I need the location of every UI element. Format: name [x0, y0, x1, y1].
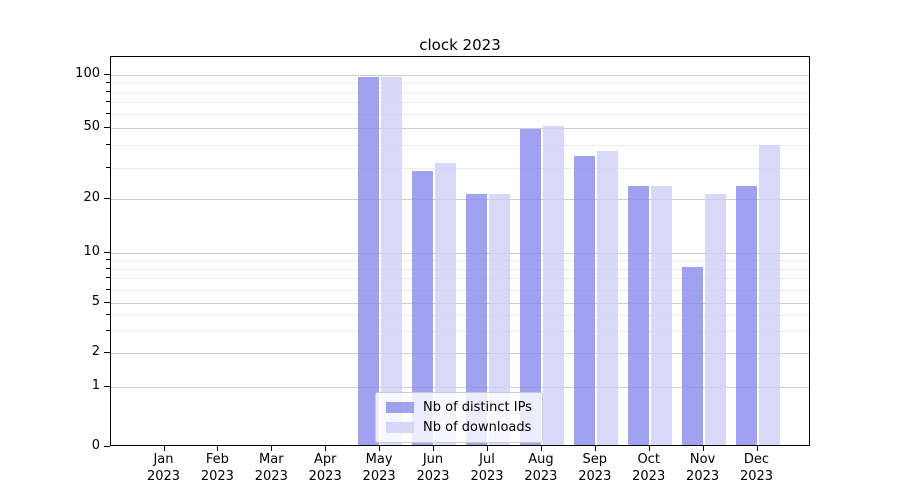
y-minor-tick-mark [106, 166, 110, 168]
x-tick-label: Feb 2023 [200, 452, 234, 484]
y-tick-label: 5 [91, 293, 100, 309]
y-tick-label: 10 [83, 243, 100, 259]
minor-gridline [111, 167, 809, 169]
legend-swatch-distinct-ips-icon [386, 402, 414, 413]
bar-distinct-ips-jun [412, 171, 433, 445]
legend: Nb of distinct IPs Nb of downloads [375, 392, 543, 443]
x-tick-label: Dec 2023 [739, 452, 774, 484]
x-tick-label: Nov 2023 [686, 452, 720, 484]
bar-downloads-oct [650, 186, 672, 445]
y-minor-tick-mark [106, 329, 110, 331]
legend-swatch-downloads-icon [386, 422, 414, 433]
major-gridline [111, 252, 809, 254]
y-tick-label: 20 [83, 190, 100, 206]
major-gridline [111, 353, 809, 354]
y-minor-tick-mark [106, 90, 110, 92]
y-tick-mark [104, 73, 110, 75]
bar-downloads-nov [704, 193, 726, 445]
bar-downloads-jul [489, 193, 510, 445]
bar-downloads-jun [435, 163, 456, 445]
y-minor-tick-mark [106, 259, 110, 261]
bar-distinct-ips-dec [735, 186, 757, 445]
minor-gridline [111, 278, 809, 280]
y-minor-tick-mark [106, 288, 110, 290]
x-tick-label: Mar 2023 [254, 452, 288, 484]
y-minor-tick-mark [106, 314, 110, 315]
x-tick-mark [756, 446, 758, 451]
minor-gridline [111, 145, 809, 147]
major-gridline [111, 199, 809, 201]
y-tick-mark [104, 352, 110, 353]
x-tick-mark [271, 446, 273, 451]
legend-label-downloads: Nb of downloads [423, 420, 532, 435]
plot-area: Nb of distinct IPs Nb of downloads [110, 56, 810, 446]
bar-downloads-aug [542, 125, 564, 445]
bar-distinct-ips-sep [573, 155, 595, 445]
x-tick-label: Sep 2023 [578, 452, 612, 484]
x-tick-mark [540, 446, 542, 451]
y-tick-mark [104, 386, 110, 387]
y-tick-mark [104, 251, 110, 253]
bar-distinct-ips-may [358, 77, 380, 445]
minor-gridline [111, 289, 809, 291]
bar-downloads-may [381, 77, 403, 445]
major-gridline [111, 74, 809, 76]
legend-label-distinct-ips: Nb of distinct IPs [423, 400, 532, 415]
x-tick-mark [217, 446, 219, 451]
minor-gridline [111, 268, 809, 270]
y-minor-tick-mark [106, 267, 110, 269]
x-tick-mark [433, 446, 434, 451]
y-minor-tick-mark [106, 100, 110, 102]
minor-gridline [111, 91, 809, 93]
y-tick-mark [104, 446, 110, 447]
y-minor-tick-mark [106, 144, 110, 146]
y-tick-label: 1 [91, 378, 100, 393]
bar-downloads-sep [596, 151, 618, 445]
minor-gridline [111, 315, 809, 316]
y-tick-mark [104, 301, 110, 303]
x-tick-mark [163, 446, 165, 451]
y-tick-label: 2 [91, 344, 100, 359]
bar-distinct-ips-nov [681, 266, 703, 445]
x-tick-mark [325, 446, 327, 451]
x-tick-label: May 2023 [362, 452, 396, 484]
bar-distinct-ips-oct [627, 186, 649, 445]
y-minor-tick-mark [106, 277, 110, 279]
minor-gridline [111, 82, 809, 84]
x-tick-mark [702, 446, 704, 451]
major-gridline [111, 302, 809, 304]
minor-gridline [111, 330, 809, 332]
y-minor-tick-mark [106, 81, 110, 83]
legend-item-distinct-ips: Nb of distinct IPs [386, 400, 532, 415]
y-tick-label: 50 [83, 118, 100, 134]
y-tick-mark [104, 126, 110, 128]
x-tick-mark [648, 446, 650, 451]
bar-downloads-dec [758, 145, 780, 445]
x-tick-mark [487, 446, 488, 451]
x-tick-mark [594, 446, 596, 451]
y-minor-tick-mark [106, 112, 110, 114]
y-tick-label: 100 [75, 65, 100, 81]
y-tick-label: 0 [91, 438, 100, 453]
minor-gridline [111, 113, 809, 115]
legend-item-downloads: Nb of downloads [386, 420, 532, 435]
minor-gridline [111, 101, 809, 103]
x-tick-mark [379, 446, 381, 451]
major-gridline [111, 127, 809, 129]
x-tick-label: Aug 2023 [524, 452, 558, 484]
minor-gridline [111, 260, 809, 262]
bar-distinct-ips-aug [519, 128, 541, 445]
x-tick-label: Jul 2023 [470, 452, 504, 484]
x-tick-label: Jun 2023 [416, 452, 450, 484]
x-tick-label: Jan 2023 [146, 452, 181, 484]
bar-distinct-ips-jul [466, 193, 487, 445]
y-tick-mark [104, 198, 110, 200]
major-gridline [111, 387, 809, 388]
chart-title: clock 2023 [419, 36, 501, 54]
x-tick-label: Apr 2023 [308, 452, 342, 484]
x-tick-label: Oct 2023 [632, 452, 666, 484]
